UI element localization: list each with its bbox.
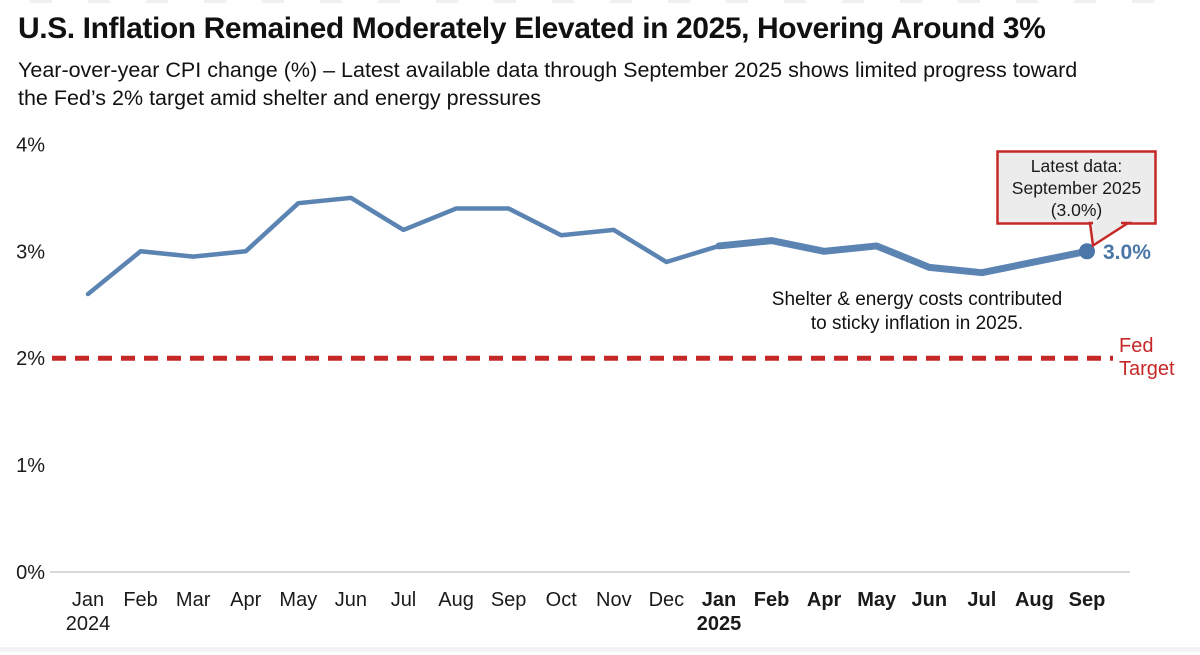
callout-box <box>996 150 1157 225</box>
shelter-energy-note: Shelter & energy costs contributed to st… <box>757 288 1077 335</box>
latest-data-callout: Latest data: September 2025 (3.0%) <box>997 152 1156 223</box>
x-axis-tick-label: Sep <box>491 589 527 611</box>
inflation-line-2024 <box>85 195 722 297</box>
x-axis-year-label: 2024 <box>66 613 111 635</box>
x-axis-tick-label: Apr <box>807 589 842 611</box>
x-axis-tick-label: Apr <box>230 589 261 611</box>
x-axis-tick-label: Aug <box>438 589 474 611</box>
callout-line2: September 2025 <box>1011 177 1142 198</box>
y-axis-tick-label: 4% <box>16 134 45 156</box>
callout-pointer-junction <box>1093 220 1121 226</box>
note-line2: to sticky inflation in 2025. <box>810 312 1024 334</box>
chart-subtitle-line2: the Fed’s 2% target amid shelter and ene… <box>18 86 542 110</box>
callout-line3: (3.0%) <box>1050 199 1103 220</box>
callout-line1: Latest data: <box>1030 155 1123 176</box>
x-axis-tick-label: Nov <box>596 589 632 611</box>
x-axis-tick-label: May <box>857 589 897 611</box>
x-axis-tick-label: May <box>279 589 317 611</box>
x-axis-year-label: 2025 <box>697 613 742 635</box>
latest-value-label: 3.0% <box>1103 241 1151 264</box>
fed-target-label: Fed Target <box>1119 335 1175 381</box>
x-axis-tick-label: Jun <box>911 589 947 611</box>
y-axis-tick-label: 1% <box>16 455 45 477</box>
inflation-line-2025 <box>715 237 1091 277</box>
x-axis-tick-label: Jan <box>72 589 104 611</box>
x-axis-tick-label: Feb <box>754 589 790 611</box>
y-axis-tick-label: 0% <box>16 562 45 584</box>
x-axis-tick-label: Jun <box>335 589 367 611</box>
x-axis-tick-label: Jul <box>391 589 417 611</box>
chart-subtitle: Year-over-year CPI change (%) – Latest a… <box>18 56 1188 112</box>
x-axis-tick-label: Dec <box>649 589 685 611</box>
x-axis-tick-label: Sep <box>1069 589 1106 611</box>
y-axis-tick-label: 2% <box>16 348 45 370</box>
cropped-text-artifact-top <box>30 0 1170 3</box>
note-line1: Shelter & energy costs contributed <box>771 289 1063 310</box>
x-axis-tick-label: Oct <box>546 589 578 611</box>
fed-target-label-line1: Fed <box>1119 335 1154 357</box>
page-title: U.S. Inflation Remained Moderately Eleva… <box>18 12 1046 45</box>
chart-subtitle-line1: Year-over-year CPI change (%) – Latest a… <box>18 58 1078 82</box>
x-axis-tick-label: Jul <box>967 589 996 611</box>
y-axis-tick-label: 3% <box>16 241 45 263</box>
x-axis-tick-label: Aug <box>1015 589 1054 611</box>
x-axis-tick-label: Jan <box>702 589 736 611</box>
x-axis-tick-label: Mar <box>176 589 211 611</box>
x-axis-tick-label: Feb <box>123 589 157 611</box>
fed-target-label-line2: Target <box>1119 358 1175 380</box>
latest-point-marker <box>1079 243 1096 260</box>
cropped-text-artifact-bottom <box>0 647 1200 652</box>
